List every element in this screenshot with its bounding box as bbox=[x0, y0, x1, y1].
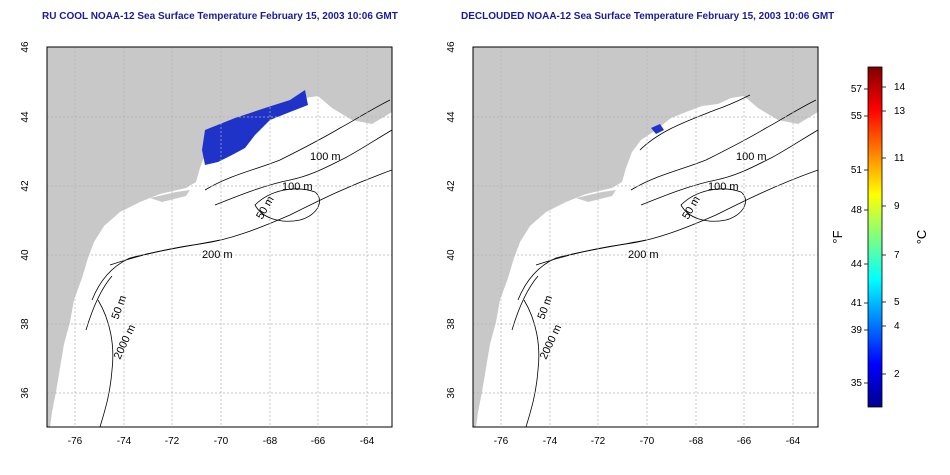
lat-tick-label: 44 bbox=[20, 111, 31, 123]
contour-label: 100 m bbox=[708, 181, 739, 193]
isobath-2000m bbox=[523, 299, 540, 427]
celsius-tick: 5 bbox=[894, 297, 900, 308]
contour-label: 200 m bbox=[202, 249, 233, 261]
lat-tick-label: 42 bbox=[20, 180, 31, 192]
fahrenheit-tick: 39 bbox=[851, 325, 863, 336]
lon-tick-label: -76 bbox=[494, 436, 509, 447]
contour-label: 200 m bbox=[628, 249, 659, 261]
lon-tick-label: -76 bbox=[68, 436, 83, 447]
land-mass bbox=[473, 47, 818, 427]
left-map: 100 m 100 m 50 m 200 m 50 m 2000 m -76 -… bbox=[20, 41, 393, 447]
lon-tick-label: -66 bbox=[311, 436, 326, 447]
lon-tick-label: -70 bbox=[640, 436, 655, 447]
gulf-of-maine-contour bbox=[639, 94, 751, 151]
lon-tick-label: -70 bbox=[214, 436, 229, 447]
celsius-tick: 7 bbox=[894, 250, 900, 261]
lat-tick-label: 46 bbox=[446, 41, 457, 53]
lat-tick-label: 44 bbox=[446, 111, 457, 123]
fahrenheit-tick: 41 bbox=[851, 298, 863, 309]
sst-cold-patch bbox=[651, 124, 664, 134]
fahrenheit-tick: 55 bbox=[851, 111, 863, 122]
right-map: 100 m 100 m 50 m 200 m 50 m 2000 m -76 -… bbox=[446, 41, 819, 447]
long-island bbox=[150, 190, 190, 202]
contour-label: 100 m bbox=[310, 151, 341, 163]
shelf-edge-1 bbox=[91, 239, 221, 301]
celsius-tick: 9 bbox=[894, 201, 900, 212]
celsius-unit-label: °C bbox=[914, 230, 929, 245]
lon-tick-label: -74 bbox=[117, 436, 132, 447]
lon-tick-label: -68 bbox=[689, 436, 704, 447]
sst-cold-patch bbox=[202, 90, 308, 165]
shelf-edge-2 bbox=[511, 275, 539, 331]
fahrenheit-tick: 48 bbox=[851, 205, 863, 216]
nova-scotia bbox=[772, 72, 818, 112]
temperature-colorbar: 57 55 51 48 44 41 39 35 14 13 11 9 7 5 4… bbox=[830, 66, 929, 408]
lon-tick-label: -64 bbox=[786, 436, 801, 447]
fahrenheit-tick: 44 bbox=[851, 259, 863, 270]
isobath-100m bbox=[204, 99, 391, 191]
isobath-50m bbox=[214, 129, 392, 206]
long-island bbox=[576, 190, 616, 202]
lat-tick-label: 38 bbox=[446, 318, 457, 330]
lat-tick-label: 40 bbox=[446, 249, 457, 261]
lon-tick-label: -72 bbox=[165, 436, 180, 447]
georges-bank bbox=[680, 188, 746, 222]
celsius-tick: 14 bbox=[894, 82, 906, 93]
celsius-tick: 11 bbox=[894, 153, 905, 164]
fahrenheit-tick: 51 bbox=[851, 165, 863, 176]
shelf-edge-2 bbox=[85, 275, 113, 331]
lat-tick-label: 36 bbox=[446, 387, 457, 399]
lon-tick-label: -64 bbox=[360, 436, 375, 447]
celsius-tick: 13 bbox=[894, 106, 906, 117]
isobath-2000m bbox=[97, 299, 114, 427]
land-mass bbox=[47, 47, 392, 427]
lat-tick-label: 46 bbox=[20, 41, 31, 53]
lon-tick-label: -66 bbox=[737, 436, 752, 447]
lon-tick-label: -68 bbox=[263, 436, 278, 447]
colorbar-gradient bbox=[867, 66, 883, 408]
nova-scotia bbox=[346, 72, 392, 112]
lat-tick-label: 36 bbox=[20, 387, 31, 399]
lat-tick-label: 42 bbox=[446, 180, 457, 192]
contour-label: 100 m bbox=[736, 151, 767, 163]
fahrenheit-unit-label: °F bbox=[830, 230, 845, 243]
right-map-title: DECLOUDED NOAA-12 Sea Surface Temperatur… bbox=[461, 11, 835, 22]
celsius-tick: 2 bbox=[894, 369, 900, 380]
fahrenheit-tick: 35 bbox=[851, 378, 863, 389]
left-map-title: RU COOL NOAA-12 Sea Surface Temperature … bbox=[42, 11, 398, 22]
lon-tick-label: -72 bbox=[591, 436, 606, 447]
contour-label: 100 m bbox=[282, 181, 313, 193]
lon-tick-label: -74 bbox=[543, 436, 558, 447]
shelf-edge-1 bbox=[517, 239, 647, 301]
isobath-50m bbox=[640, 129, 818, 206]
lat-tick-label: 38 bbox=[20, 318, 31, 330]
georges-bank bbox=[254, 188, 320, 222]
celsius-tick: 4 bbox=[894, 321, 900, 332]
isobath-100m bbox=[630, 99, 817, 191]
fahrenheit-tick: 57 bbox=[851, 84, 863, 95]
lat-tick-label: 40 bbox=[20, 249, 31, 261]
